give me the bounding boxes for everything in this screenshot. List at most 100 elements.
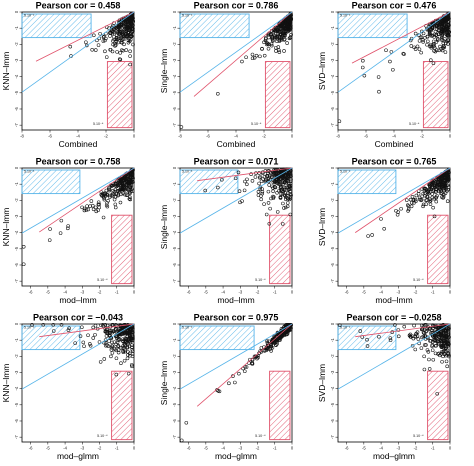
- data-point: [237, 189, 242, 193]
- y-tick-label: -3: [14, 214, 19, 218]
- data-point: [129, 335, 133, 340]
- data-point: [112, 181, 117, 186]
- data-point: [422, 354, 426, 359]
- data-point: [93, 332, 97, 337]
- data-point: [444, 359, 449, 364]
- data-point: [90, 48, 94, 52]
- data-point: [287, 172, 292, 176]
- data-point: [127, 19, 131, 23]
- data-point: [443, 181, 448, 186]
- data-point: [102, 357, 107, 361]
- data-point: [412, 323, 416, 328]
- data-point: [113, 328, 118, 332]
- data-point: [427, 357, 431, 362]
- y-tick-label: -2: [172, 42, 177, 46]
- data-point: [441, 337, 445, 342]
- x-threshold-label: 5.10⁻⁴: [255, 278, 266, 282]
- data-point: [268, 170, 272, 174]
- data-point: [361, 58, 365, 63]
- y-tick-label: -6: [330, 106, 335, 110]
- data-point: [259, 346, 264, 350]
- data-point: [437, 20, 442, 25]
- y-threshold-label: 5.10⁻⁴: [340, 170, 351, 174]
- data-point: [393, 323, 397, 327]
- data-point: [262, 53, 267, 58]
- y-tick-label: -7: [172, 435, 177, 439]
- x-tick-label: -1: [115, 446, 119, 451]
- x-tick-label: -4: [76, 134, 80, 139]
- y-tick-label: -1: [330, 182, 335, 186]
- data-point: [59, 323, 64, 327]
- data-point: [337, 119, 342, 124]
- data-point: [287, 36, 292, 41]
- data-point: [216, 185, 220, 190]
- data-point: [116, 327, 121, 331]
- data-point: [103, 329, 108, 334]
- data-point: [437, 182, 441, 186]
- data-point: [99, 323, 103, 328]
- data-point: [128, 191, 132, 195]
- data-point: [409, 204, 414, 209]
- data-point: [428, 182, 432, 187]
- data-point: [112, 35, 116, 39]
- data-point: [430, 343, 435, 347]
- data-point: [265, 42, 269, 47]
- y-tick-label: -1: [330, 26, 335, 30]
- x-tick-label: -4: [379, 446, 383, 451]
- data-point: [439, 189, 443, 193]
- data-point: [257, 181, 261, 186]
- data-point: [265, 339, 269, 343]
- data-point: [107, 188, 112, 193]
- data-point: [244, 365, 249, 369]
- data-point: [435, 391, 440, 396]
- y-tick-label: -6: [330, 262, 335, 266]
- y-tick-label: -6: [14, 106, 19, 110]
- y-threshold-label: 5.10⁻⁴: [182, 14, 193, 18]
- data-point: [127, 197, 132, 201]
- y-tick-label: -4: [172, 386, 177, 390]
- x-tick-label: -5: [204, 446, 208, 451]
- data-point: [422, 343, 427, 347]
- data-point: [107, 339, 111, 343]
- data-point: [421, 330, 426, 335]
- data-point: [108, 336, 113, 340]
- data-point: [444, 174, 448, 179]
- data-point: [440, 38, 444, 43]
- data-point: [442, 16, 447, 21]
- data-point: [66, 226, 70, 231]
- data-point: [413, 47, 418, 51]
- data-point: [122, 187, 126, 192]
- data-point: [267, 183, 271, 187]
- data-point: [258, 54, 262, 59]
- x-tick-label: -8: [20, 134, 24, 139]
- data-point: [129, 363, 134, 367]
- data-point: [128, 54, 132, 58]
- y-tick-label: -2: [172, 354, 177, 358]
- data-point: [396, 328, 401, 332]
- data-point: [127, 39, 132, 44]
- data-point: [250, 361, 255, 365]
- data-point: [446, 17, 450, 22]
- data-point: [104, 55, 109, 59]
- data-point: [409, 200, 414, 205]
- data-point: [102, 34, 106, 39]
- x-tick-label: -4: [392, 134, 396, 139]
- x-tick-label: -1: [115, 290, 119, 295]
- y-tick-label: -2: [14, 42, 19, 46]
- data-point: [446, 22, 451, 26]
- data-point: [91, 207, 96, 212]
- y-tick-label: -7: [330, 279, 335, 283]
- panel-title: Pearson cor = 0.476: [352, 1, 437, 11]
- blue-threshold-region: [337, 13, 408, 39]
- data-point: [388, 59, 392, 64]
- data-point: [122, 185, 126, 190]
- y-tick-label: -3: [14, 58, 19, 62]
- x-axis-label: mod–glmm: [373, 451, 415, 461]
- data-point: [432, 214, 437, 219]
- x-tick-label: -2: [98, 446, 102, 451]
- data-point: [288, 181, 293, 186]
- data-point: [122, 330, 126, 335]
- data-point: [116, 25, 121, 29]
- y-threshold-label: 5.10⁻⁴: [340, 326, 351, 330]
